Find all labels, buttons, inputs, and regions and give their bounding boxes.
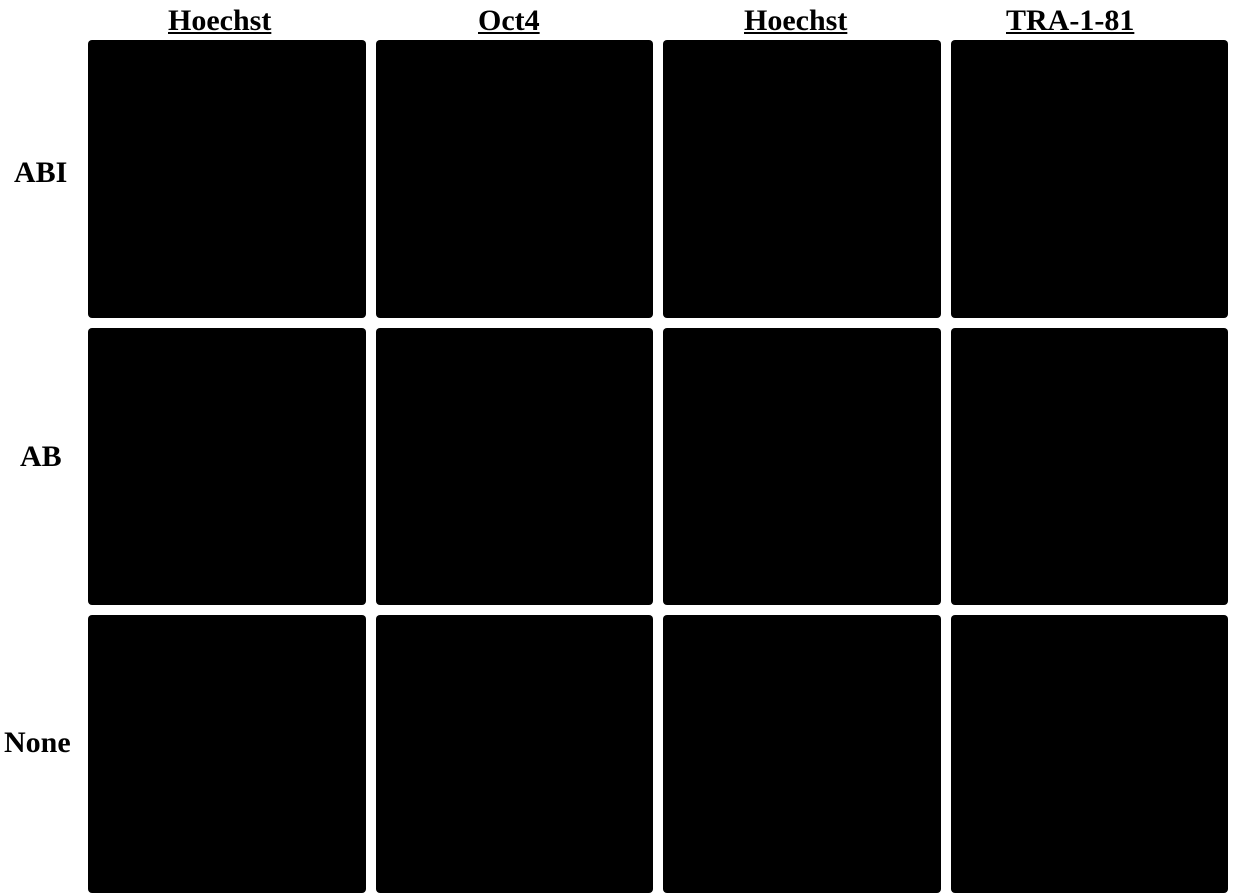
panel-r2-c2 xyxy=(663,615,941,893)
panel-r1-c2 xyxy=(663,328,941,606)
panel-r1-c0 xyxy=(88,328,366,606)
panel-r1-c1 xyxy=(376,328,654,606)
col-header-0: Hoechst xyxy=(168,4,271,38)
panel-r0-c2 xyxy=(663,40,941,318)
col-header-1: Oct4 xyxy=(478,4,540,38)
panel-r1-c3 xyxy=(951,328,1229,606)
panel-r2-c1 xyxy=(376,615,654,893)
row-label-0: ABI xyxy=(14,156,67,190)
row-label-1: AB xyxy=(20,440,62,474)
panel-r0-c1 xyxy=(376,40,654,318)
row-label-2: None xyxy=(4,726,71,760)
col-header-2: Hoechst xyxy=(744,4,847,38)
panel-r2-c0 xyxy=(88,615,366,893)
image-panel-grid xyxy=(88,40,1228,893)
panel-r0-c0 xyxy=(88,40,366,318)
panel-r2-c3 xyxy=(951,615,1229,893)
col-header-3: TRA-1-81 xyxy=(1006,4,1134,38)
panel-r0-c3 xyxy=(951,40,1229,318)
